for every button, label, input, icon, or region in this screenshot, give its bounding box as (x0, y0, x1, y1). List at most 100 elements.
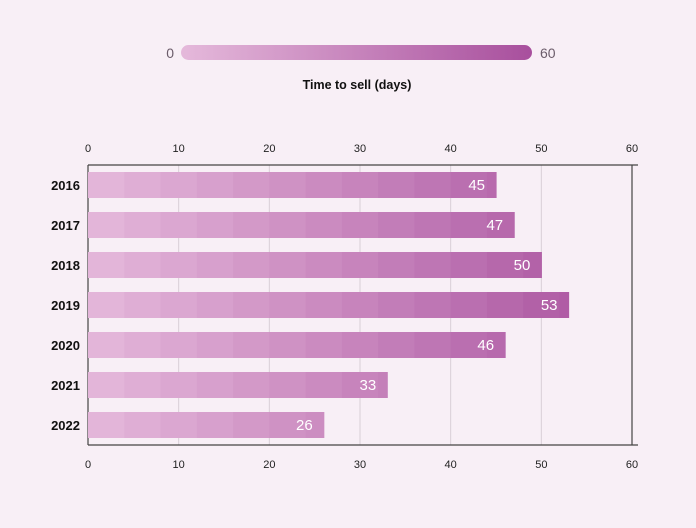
bar-segment (269, 252, 307, 278)
bar-segment (124, 292, 162, 318)
bar-segment (88, 372, 125, 398)
legend-max-label: 60 (540, 45, 556, 61)
bottom-axis-ticks: 0 10 20 30 40 50 60 (85, 459, 638, 471)
bar-segment (124, 332, 162, 358)
bar-segment (124, 172, 162, 198)
bar-segment (559, 292, 570, 318)
color-legend: 0 60 Time to sell (days) (166, 45, 556, 92)
bottom-tick-label: 60 (626, 459, 638, 471)
bar-segment (233, 292, 270, 318)
bar-segment (160, 412, 198, 438)
bar-segment (486, 172, 497, 198)
bar-segment (233, 412, 270, 438)
bar-segment (233, 212, 270, 238)
bottom-tick-label: 20 (263, 459, 275, 471)
bar-segment (305, 412, 325, 438)
bar-segment (88, 172, 125, 198)
bar-segment (124, 372, 162, 398)
bar-segment (196, 172, 234, 198)
bar-segment (414, 212, 452, 238)
bar-segment (378, 252, 415, 278)
bar-segment (269, 292, 307, 318)
bar (88, 372, 388, 398)
bar-value-label: 33 (360, 377, 377, 394)
top-tick-label: 50 (535, 143, 547, 155)
bar-segment (523, 252, 542, 278)
top-tick-label: 60 (626, 143, 638, 155)
bar-segment (486, 212, 515, 238)
bottom-tick-label: 0 (85, 459, 91, 471)
bar-segment (196, 292, 234, 318)
bar-segment (160, 212, 198, 238)
bar-segment (233, 332, 270, 358)
bar-segment (124, 212, 162, 238)
bar-segment (450, 332, 488, 358)
bottom-tick-label: 50 (535, 459, 547, 471)
bar-segment (160, 172, 198, 198)
bar-value-label: 26 (296, 417, 313, 434)
bar-segment (196, 372, 234, 398)
legend-min-label: 0 (166, 45, 174, 61)
bottom-tick-label: 30 (354, 459, 366, 471)
bar-segment (88, 412, 125, 438)
bar-segment (414, 172, 452, 198)
top-tick-label: 0 (85, 143, 91, 155)
bar-segment (196, 252, 234, 278)
bar-segment (124, 252, 162, 278)
bar-segment (269, 172, 307, 198)
bar-segment (341, 372, 379, 398)
bar-segment (378, 172, 415, 198)
category-label: 2020 (51, 338, 80, 353)
bar-segment (160, 372, 198, 398)
bar-segment (486, 332, 506, 358)
bar-segment (305, 372, 343, 398)
bar-segment (269, 332, 307, 358)
bottom-tick-label: 40 (445, 459, 457, 471)
bar-segment (269, 212, 307, 238)
bar-segment (523, 292, 561, 318)
bar-segment (450, 212, 488, 238)
bar (88, 172, 497, 198)
bar-segment (341, 252, 379, 278)
bar-segment (88, 292, 125, 318)
bar-value-label: 46 (477, 337, 494, 354)
category-label: 2017 (51, 218, 80, 233)
bar (88, 212, 515, 238)
axes (87, 164, 638, 446)
bar-segment (305, 252, 343, 278)
bar-segment (233, 252, 270, 278)
bar-segment (414, 332, 452, 358)
bar-value-label: 45 (468, 177, 485, 194)
bar-segment (341, 172, 379, 198)
bars (88, 172, 570, 438)
category-label: 2019 (51, 298, 80, 313)
bar-segment (196, 412, 234, 438)
bar-segment (233, 372, 270, 398)
bar (88, 292, 570, 318)
bar-segment (196, 212, 234, 238)
bar (88, 252, 542, 278)
top-tick-label: 20 (263, 143, 275, 155)
bar-segment (450, 252, 488, 278)
bar (88, 412, 325, 438)
category-label: 2018 (51, 258, 80, 273)
category-labels: 2016 2017 2018 2019 2020 2021 2022 (51, 178, 80, 433)
bar-segment (378, 372, 388, 398)
bar-segment (160, 332, 198, 358)
top-axis-ticks: 0 10 20 30 40 50 60 (85, 143, 638, 155)
bar-segment (233, 172, 270, 198)
bar-segment (378, 292, 415, 318)
top-tick-label: 30 (354, 143, 366, 155)
legend-color-scale (181, 45, 532, 60)
category-label: 2016 (51, 178, 80, 193)
bar-segment (160, 292, 198, 318)
category-label: 2022 (51, 418, 80, 433)
bar-segment (341, 332, 379, 358)
bar (88, 332, 506, 358)
bottom-tick-label: 10 (173, 459, 185, 471)
bar-segment (196, 332, 234, 358)
bar-segment (305, 172, 343, 198)
bar-segment (305, 212, 343, 238)
bar-segment (88, 332, 125, 358)
